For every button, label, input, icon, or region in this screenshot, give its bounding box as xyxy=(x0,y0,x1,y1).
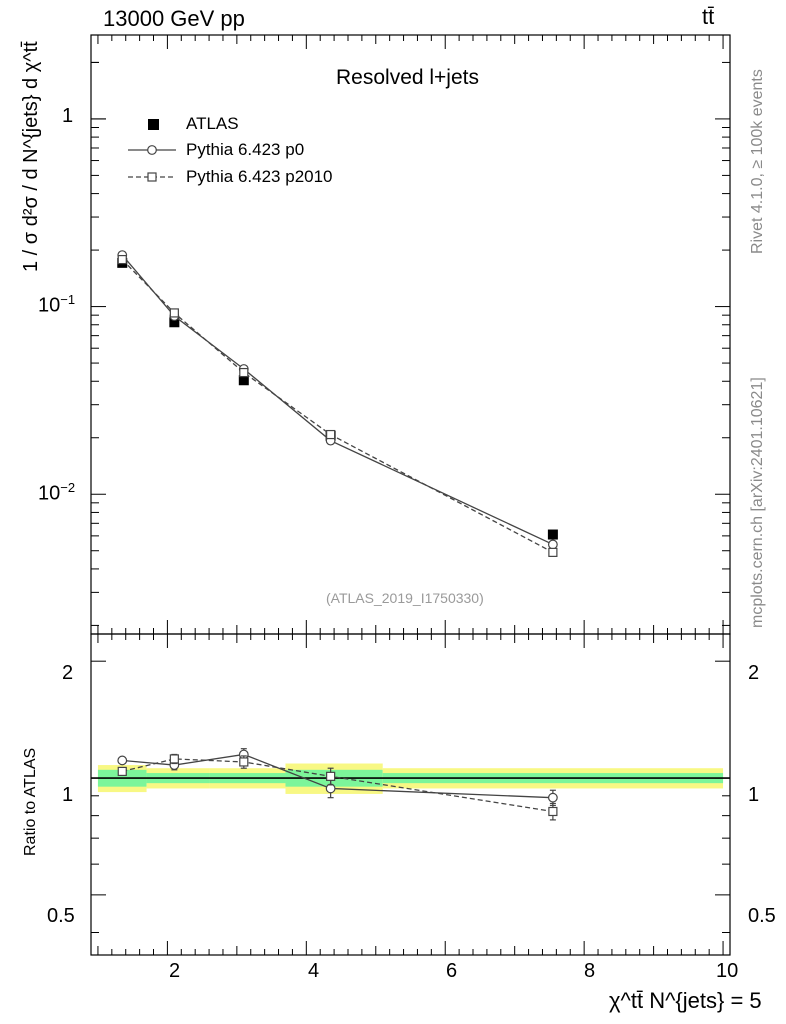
x-tick-label-2: 2 xyxy=(169,960,181,982)
data-series xyxy=(117,250,558,821)
ratio-point-p2010 xyxy=(169,754,179,764)
axes-frames xyxy=(90,34,731,956)
ratio-tick-label-2: 2 xyxy=(62,662,74,684)
ratio-tick-label-0.5-right: 0.5 xyxy=(748,905,776,927)
ratio-tick-label-1-right: 1 xyxy=(748,784,760,806)
ratio-point-p2010 xyxy=(117,766,127,777)
ratio-axis-title: Ratio to ATLAS xyxy=(22,747,39,856)
source-note: mcplots.cern.ch [arXiv:2401.10621] xyxy=(749,377,766,628)
energy-label: 13000 GeV pp xyxy=(103,6,245,31)
legend-markers xyxy=(128,119,176,182)
x-tick-label-6: 6 xyxy=(446,960,458,982)
series-line-2 xyxy=(121,259,554,553)
ratio-point-p2010 xyxy=(326,771,336,781)
ratio-tick-label-0.5: 0.5 xyxy=(47,905,75,927)
analysis-id: (ATLAS_2019_I1750330) xyxy=(326,590,484,606)
plot-title: Resolved l+jets xyxy=(336,66,479,89)
y-tick-label-1: 1 xyxy=(62,105,74,127)
data-point-p2010 xyxy=(117,254,127,265)
data-point-p0 xyxy=(547,539,558,550)
rivet-note: Rivet 4.1.0, ≥ 100k events xyxy=(749,69,766,254)
x-tick-label-10: 10 xyxy=(716,960,739,982)
data-point-p2010 xyxy=(169,308,179,318)
data-point-atlas xyxy=(169,317,180,328)
legend-label-atlas: ATLAS xyxy=(186,114,239,133)
ratio-tick-label-1: 1 xyxy=(62,784,74,806)
data-point-atlas xyxy=(238,375,249,386)
ratio-point-p2010 xyxy=(548,806,558,817)
ratio-point-p0 xyxy=(547,792,558,803)
ratio-plot-frame xyxy=(90,633,731,956)
legend-marker-atlas xyxy=(148,119,159,130)
legend-marker-p0 xyxy=(147,145,157,155)
ratio-tick-label-2-right: 2 xyxy=(748,662,760,684)
x-axis-title: χ^tt̄ N^{jets} = 5 xyxy=(609,988,762,1013)
data-point-p2010 xyxy=(326,429,336,440)
x-tick-label-8: 8 xyxy=(584,960,596,982)
ratio-point-p0 xyxy=(117,755,128,766)
legend-label-p2010: Pythia 6.423 p2010 xyxy=(186,167,333,186)
y-axis-title: 1 / σ d²σ / d N^{jets} d χ^tt̄ xyxy=(20,41,42,272)
axis-ticks xyxy=(91,35,730,955)
legend-label-p0: Pythia 6.423 p0 xyxy=(186,140,305,159)
y-tick-label-0.1: 10−1 xyxy=(38,292,76,317)
data-point-p2010 xyxy=(548,547,558,557)
ratio-point-p2010 xyxy=(239,757,249,767)
series-line-1 xyxy=(121,254,554,546)
data-point-atlas xyxy=(547,529,558,540)
y-tick-label-0.01: 10−2 xyxy=(38,480,76,505)
legend-marker-p2010 xyxy=(147,172,157,182)
data-point-p2010 xyxy=(239,367,249,378)
x-tick-label-4: 4 xyxy=(308,960,320,982)
process-label: tt̄ xyxy=(702,4,715,29)
